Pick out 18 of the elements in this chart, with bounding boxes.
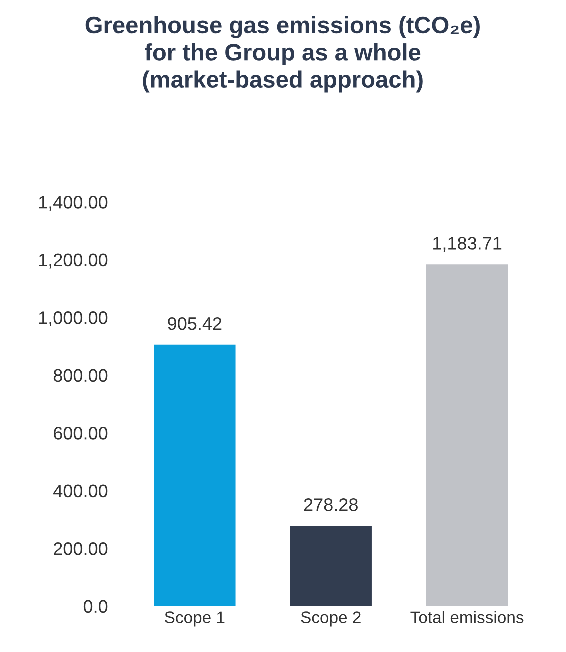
bar xyxy=(426,264,508,606)
y-tick-label: 200.00 xyxy=(54,542,108,556)
y-tick-label: 1,000.00 xyxy=(39,312,108,326)
x-tick-label: Total emissions xyxy=(410,611,524,624)
y-tick-label: 0.0 xyxy=(84,600,108,614)
y-tick-label: 800.00 xyxy=(54,369,108,382)
bar xyxy=(154,344,236,606)
x-tick-label: Scope 2 xyxy=(301,612,361,627)
data-label: 1,183.71 xyxy=(434,237,502,252)
y-tick-label: 1,400.00 xyxy=(39,196,108,211)
bar xyxy=(290,526,372,606)
chart-title: Greenhouse gas emissions (tCO₂e) for the Group as a whole (market-based approach) xyxy=(86,16,480,93)
data-label: 278.28 xyxy=(304,498,358,512)
x-tick-label: Scope 1 xyxy=(165,612,225,627)
data-label: 905.42 xyxy=(168,317,222,330)
y-tick-label: 600.00 xyxy=(54,427,108,440)
y-tick-label: 1,200.00 xyxy=(39,254,108,269)
y-tick-label: 400.00 xyxy=(54,484,108,498)
